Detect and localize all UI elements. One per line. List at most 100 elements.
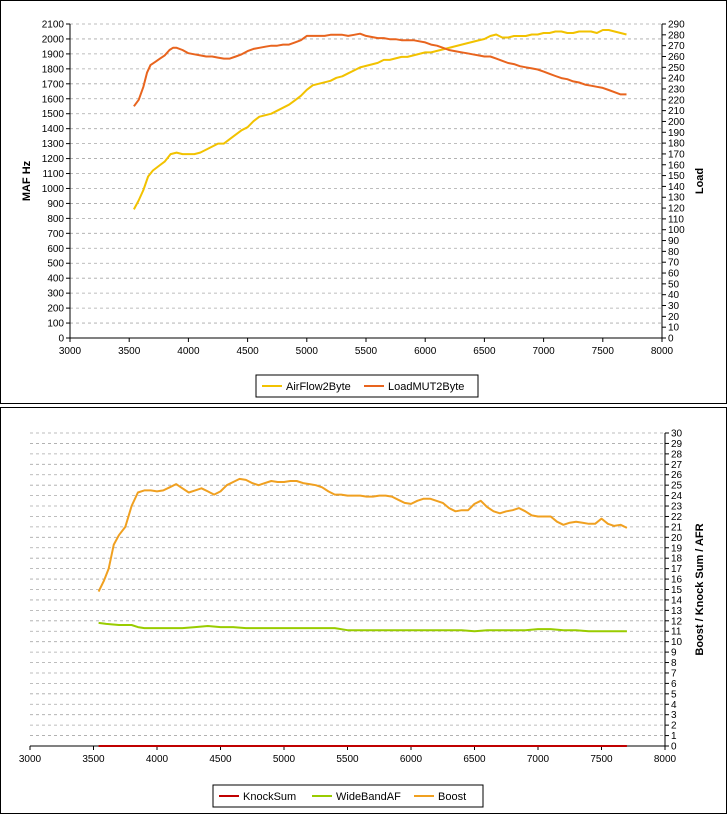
x-tick-label: 4000 bbox=[177, 346, 200, 357]
y2-tick-label: 17 bbox=[671, 564, 683, 575]
y2-tick-label: 60 bbox=[668, 269, 680, 280]
y2-tick-label: 23 bbox=[671, 502, 683, 513]
y2-tick-label: 1 bbox=[671, 731, 677, 742]
y2-tick-label: 21 bbox=[671, 522, 683, 533]
y2-tick-label: 5 bbox=[671, 689, 677, 700]
y2-tick-label: 140 bbox=[668, 182, 685, 193]
y2-tick-label: 19 bbox=[671, 543, 683, 554]
y2-tick-label: 30 bbox=[671, 429, 683, 440]
legend-label: Boost bbox=[438, 791, 466, 803]
y-tick-label: 1200 bbox=[42, 154, 65, 165]
y-tick-label: 100 bbox=[47, 319, 64, 330]
y-tick-label: 1800 bbox=[42, 64, 65, 75]
y2-tick-label: 30 bbox=[668, 301, 680, 312]
y2-tick-label: 290 bbox=[668, 20, 685, 31]
y-tick-label: 1100 bbox=[42, 169, 64, 180]
y-tick-label: 1500 bbox=[42, 109, 65, 120]
y2-tick-label: 70 bbox=[668, 258, 680, 269]
series-line-airflow2byte bbox=[133, 29, 627, 210]
x-tick-label: 5000 bbox=[273, 754, 296, 765]
x-tick-label: 5500 bbox=[355, 346, 378, 357]
y-tick-label: 800 bbox=[47, 214, 64, 225]
x-tick-label: 3000 bbox=[19, 754, 42, 765]
y2-axis-title: Load bbox=[694, 168, 706, 194]
legend-label: AirFlow2Byte bbox=[286, 381, 351, 393]
y2-tick-label: 240 bbox=[668, 74, 685, 85]
y-tick-label: 0 bbox=[58, 334, 64, 345]
y-tick-label: 2000 bbox=[42, 34, 65, 45]
y2-tick-label: 16 bbox=[671, 575, 683, 586]
x-tick-label: 6000 bbox=[400, 754, 423, 765]
x-tick-label: 7500 bbox=[592, 346, 615, 357]
y2-tick-label: 18 bbox=[671, 554, 683, 565]
y-tick-label: 900 bbox=[47, 199, 64, 210]
y2-axis-title: Boost / Knock Sum / AFR bbox=[694, 523, 706, 655]
series-line-loadmut2byte bbox=[133, 32, 627, 107]
y2-tick-label: 270 bbox=[668, 41, 685, 52]
y2-tick-label: 7 bbox=[671, 668, 677, 679]
y2-tick-label: 260 bbox=[668, 52, 685, 63]
legend-label: KnockSum bbox=[243, 791, 296, 803]
x-tick-label: 4500 bbox=[209, 754, 232, 765]
x-tick-label: 5500 bbox=[336, 754, 359, 765]
x-tick-label: 5000 bbox=[296, 346, 319, 357]
x-tick-label: 6500 bbox=[463, 754, 486, 765]
y2-tick-label: 28 bbox=[671, 449, 683, 460]
y2-tick-label: 22 bbox=[671, 512, 683, 523]
y2-tick-label: 10 bbox=[668, 323, 680, 334]
y2-tick-label: 180 bbox=[668, 139, 685, 150]
y-tick-label: 700 bbox=[47, 229, 64, 240]
x-tick-label: 8000 bbox=[654, 754, 677, 765]
y2-tick-label: 15 bbox=[671, 585, 683, 596]
y-tick-label: 1000 bbox=[42, 184, 65, 195]
y2-tick-label: 3 bbox=[671, 710, 677, 721]
y2-tick-label: 12 bbox=[671, 616, 683, 627]
chart-2: 0123456789101112131415161718192021222324… bbox=[19, 429, 706, 808]
y2-tick-label: 25 bbox=[671, 481, 683, 492]
legend-label: WideBandAF bbox=[336, 791, 401, 803]
y2-tick-label: 2 bbox=[671, 721, 677, 732]
x-tick-label: 3000 bbox=[59, 346, 82, 357]
y2-tick-label: 50 bbox=[668, 279, 680, 290]
x-tick-label: 7500 bbox=[590, 754, 613, 765]
y2-tick-label: 20 bbox=[668, 312, 680, 323]
y2-tick-label: 11 bbox=[671, 627, 682, 638]
x-tick-label: 4500 bbox=[236, 346, 259, 357]
series-line-boost bbox=[97, 477, 628, 593]
chart-1-frame bbox=[0, 0, 727, 404]
y-tick-label: 1400 bbox=[42, 124, 65, 135]
y2-tick-label: 170 bbox=[668, 149, 685, 160]
series-line-widebandaf bbox=[98, 621, 627, 633]
x-tick-label: 3500 bbox=[118, 346, 141, 357]
y2-tick-label: 250 bbox=[668, 63, 685, 74]
y2-tick-label: 190 bbox=[668, 128, 685, 139]
y-tick-label: 2100 bbox=[42, 20, 65, 31]
y2-tick-label: 200 bbox=[668, 117, 685, 128]
y2-tick-label: 26 bbox=[671, 470, 683, 481]
y2-tick-label: 8 bbox=[671, 658, 677, 669]
y-tick-label: 200 bbox=[47, 304, 64, 315]
y-tick-label: 1300 bbox=[42, 139, 65, 150]
y2-tick-label: 150 bbox=[668, 171, 685, 182]
x-tick-label: 7000 bbox=[527, 754, 550, 765]
y2-tick-label: 100 bbox=[668, 225, 685, 236]
y2-tick-label: 0 bbox=[668, 334, 674, 345]
y2-tick-label: 4 bbox=[671, 700, 677, 711]
y2-tick-label: 14 bbox=[671, 595, 683, 606]
y2-tick-label: 40 bbox=[668, 290, 680, 301]
x-tick-label: 4000 bbox=[146, 754, 169, 765]
y-axis-title: MAF Hz bbox=[21, 160, 33, 201]
y2-tick-label: 120 bbox=[668, 204, 685, 215]
y2-tick-label: 9 bbox=[671, 648, 677, 659]
y-tick-label: 1600 bbox=[42, 94, 65, 105]
y2-tick-label: 220 bbox=[668, 95, 685, 106]
y-tick-label: 1700 bbox=[42, 79, 65, 90]
y-tick-label: 600 bbox=[47, 244, 64, 255]
y2-tick-label: 20 bbox=[671, 533, 683, 544]
y2-tick-label: 130 bbox=[668, 193, 685, 204]
y-tick-label: 1900 bbox=[42, 49, 65, 60]
x-tick-label: 6500 bbox=[473, 346, 496, 357]
x-tick-label: 8000 bbox=[651, 346, 674, 357]
